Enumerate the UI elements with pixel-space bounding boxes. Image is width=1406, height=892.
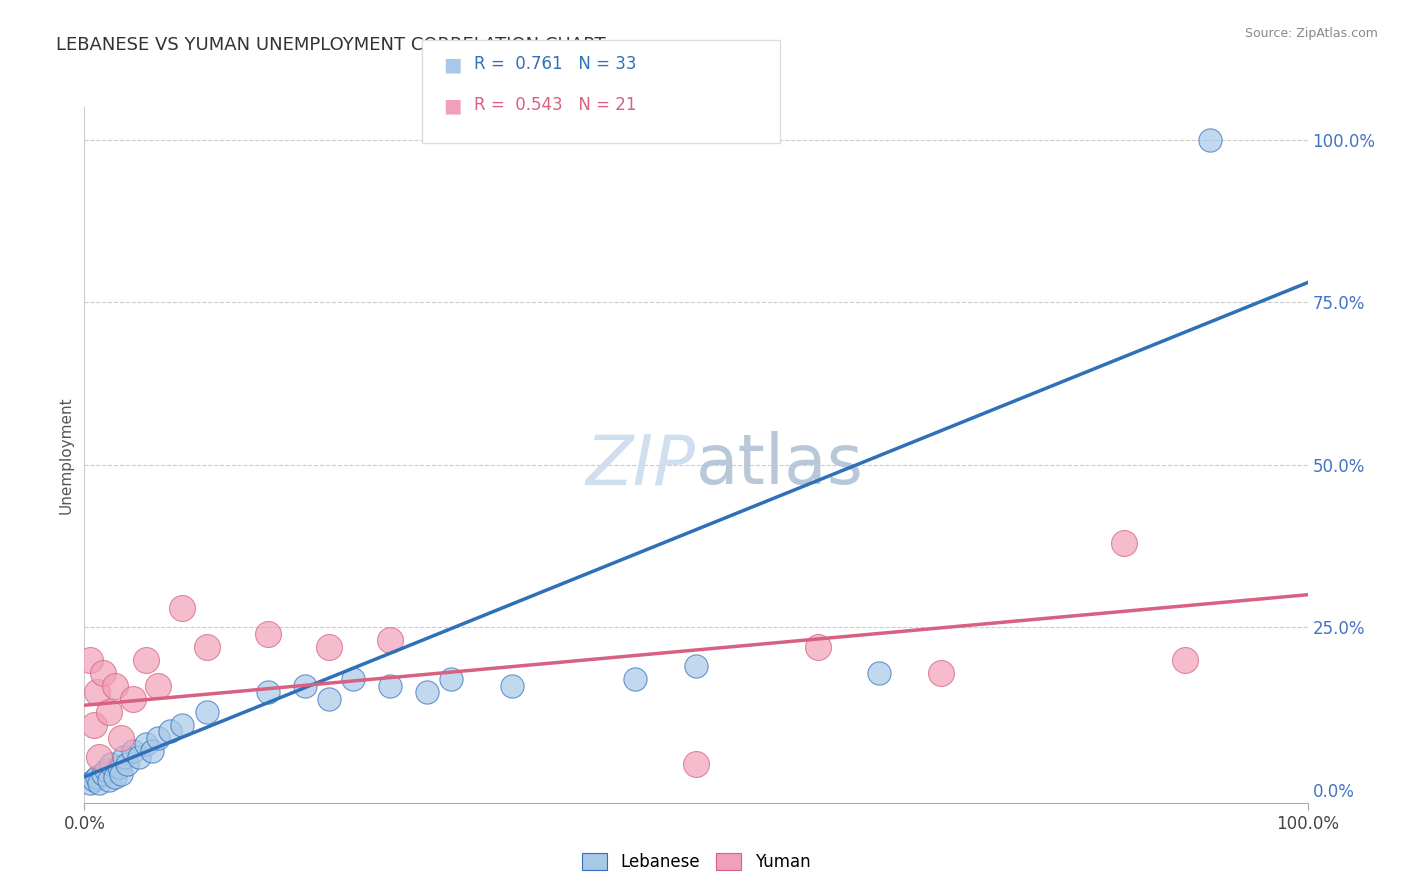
Point — [115, 756, 138, 771]
Point — [135, 653, 157, 667]
Point — [172, 718, 194, 732]
Point — [91, 665, 114, 680]
Point — [342, 672, 364, 686]
Point — [87, 776, 110, 790]
Point — [929, 665, 952, 680]
Text: Source: ZipAtlas.com: Source: ZipAtlas.com — [1244, 27, 1378, 40]
Point — [112, 750, 135, 764]
Point — [257, 685, 280, 699]
Point — [685, 659, 707, 673]
Point — [685, 756, 707, 771]
Text: ■: ■ — [443, 55, 461, 74]
Legend: Lebanese, Yuman: Lebanese, Yuman — [575, 847, 817, 878]
Point — [1198, 132, 1220, 146]
Point — [1174, 653, 1197, 667]
Point — [83, 772, 105, 787]
Point — [141, 744, 163, 758]
Point — [135, 737, 157, 751]
Point — [172, 600, 194, 615]
Point — [96, 764, 118, 778]
Point — [97, 705, 120, 719]
Point — [107, 760, 129, 774]
Text: ZIP: ZIP — [586, 431, 696, 498]
Point — [380, 633, 402, 648]
Point — [195, 705, 218, 719]
Text: atlas: atlas — [696, 431, 863, 498]
Point — [380, 679, 402, 693]
Point — [122, 744, 145, 758]
Point — [97, 772, 120, 787]
Point — [104, 679, 127, 693]
Point — [87, 750, 110, 764]
Point — [79, 776, 101, 790]
Point — [159, 724, 181, 739]
Point — [86, 770, 108, 784]
Text: R =  0.761   N = 33: R = 0.761 N = 33 — [474, 55, 637, 73]
Point — [79, 653, 101, 667]
Point — [110, 731, 132, 745]
Point — [91, 766, 114, 780]
Point — [440, 672, 463, 686]
Point — [195, 640, 218, 654]
Point — [318, 640, 340, 654]
Point — [110, 766, 132, 780]
Point — [318, 691, 340, 706]
Text: R =  0.543   N = 21: R = 0.543 N = 21 — [474, 96, 637, 114]
Text: LEBANESE VS YUMAN UNEMPLOYMENT CORRELATION CHART: LEBANESE VS YUMAN UNEMPLOYMENT CORRELATI… — [56, 36, 606, 54]
Point — [1114, 535, 1136, 549]
Point — [122, 691, 145, 706]
Point — [257, 626, 280, 640]
Point — [294, 679, 316, 693]
Point — [83, 718, 105, 732]
Point — [100, 756, 122, 771]
Text: ■: ■ — [443, 96, 461, 115]
Point — [416, 685, 439, 699]
Point — [502, 679, 524, 693]
Point — [104, 770, 127, 784]
Point — [146, 731, 169, 745]
Point — [128, 750, 150, 764]
Y-axis label: Unemployment: Unemployment — [58, 396, 73, 514]
Point — [807, 640, 830, 654]
Point — [869, 665, 891, 680]
Point — [624, 672, 647, 686]
Point — [146, 679, 169, 693]
Point — [86, 685, 108, 699]
